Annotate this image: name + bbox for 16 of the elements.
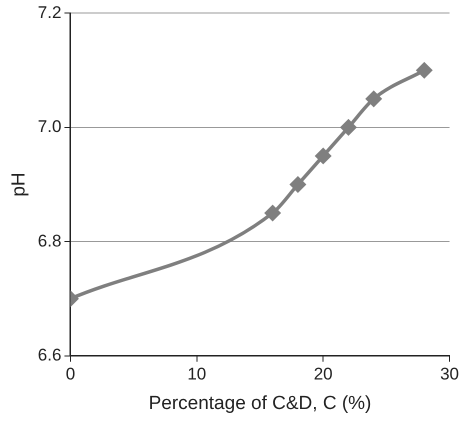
x-tick-label: 10 (187, 364, 206, 384)
point (290, 176, 306, 192)
point (340, 120, 356, 136)
y-axis-title: pH (8, 172, 30, 197)
x-tick-label: 30 (440, 364, 460, 384)
point (366, 91, 382, 107)
x-axis-title: Percentage of C&D, C (%) (148, 392, 372, 414)
x-tick-label: 20 (314, 364, 333, 384)
y-tick-label: 6.6 (38, 345, 62, 364)
x-tick-label: 0 (66, 364, 76, 384)
point (264, 205, 280, 221)
point (416, 62, 432, 78)
y-tick-label: 7.0 (38, 117, 62, 136)
point (315, 148, 331, 164)
y-tick-label: 7.2 (38, 2, 62, 22)
y-tick-label: 6.8 (38, 231, 62, 250)
